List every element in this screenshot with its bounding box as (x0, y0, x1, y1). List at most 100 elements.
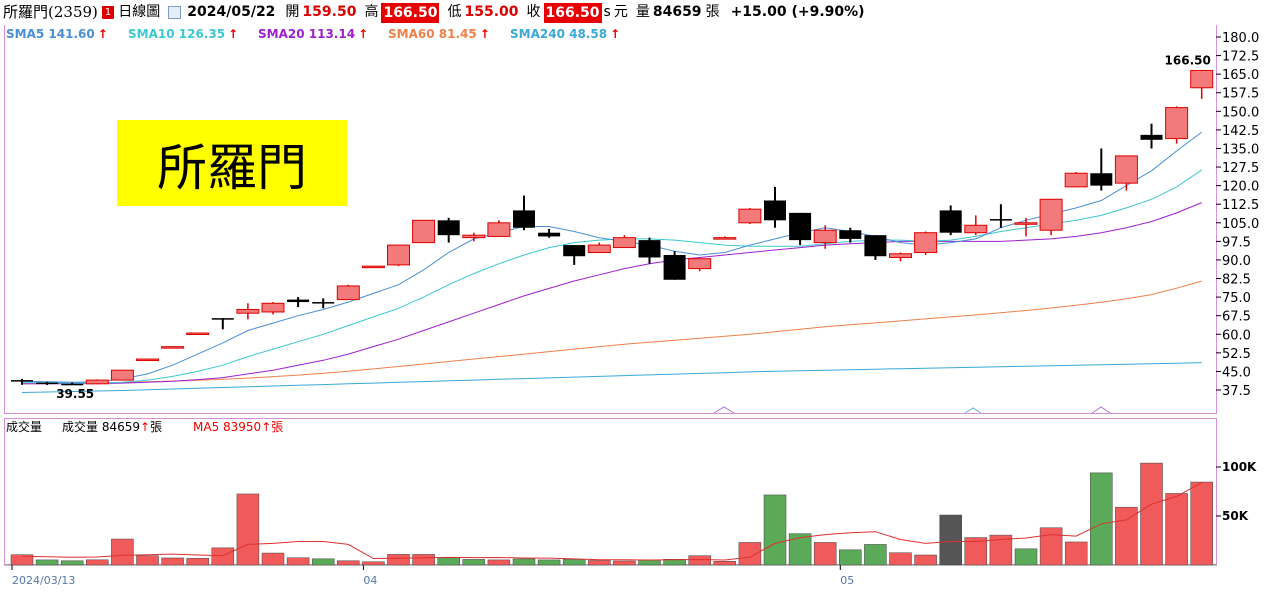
volume-bar (261, 552, 285, 566)
volume-bars (10, 462, 1213, 566)
checkbox-icon[interactable] (168, 6, 182, 19)
price-unit: 元 (613, 4, 628, 20)
arrow-up-icon: ↑ (98, 27, 108, 41)
candle-body (387, 244, 410, 266)
low-price-annotation: 39.55 (56, 387, 94, 401)
candle (738, 207, 762, 225)
volume-bar (211, 547, 235, 566)
volume-bar (111, 538, 134, 566)
marker-icon (713, 406, 735, 414)
candle-body (813, 229, 837, 244)
candle (813, 225, 837, 249)
arrow-up-icon: ↑ (358, 27, 368, 41)
volume-bar (638, 559, 661, 566)
candle-body (587, 244, 611, 254)
candle-body (889, 253, 912, 258)
price-tick-label: 142.5 (1222, 124, 1259, 139)
sma20-legend: SMA20 113.14 (258, 27, 355, 41)
volume-value: 84659 (652, 4, 702, 20)
period-badge[interactable]: 1 (101, 6, 115, 19)
sma60-line (21, 280, 1202, 385)
volume-bar (35, 559, 59, 566)
candle (839, 227, 862, 243)
candle (186, 332, 210, 336)
candle (1090, 148, 1113, 191)
stock-chart[interactable]: 180.0 172.5 165.0 157.5 150.0 142.5 135.0 127.5… (0, 25, 1280, 593)
high-price-annotation: 166.50 (1165, 53, 1211, 67)
volume-bar (763, 494, 787, 566)
sma60-legend: SMA60 81.45 (388, 27, 477, 41)
candle (688, 258, 712, 272)
arrow-up-icon: ↑ (480, 27, 490, 41)
arrow-up-icon: ↑ (261, 420, 271, 434)
period-label[interactable]: 日線圖 (118, 4, 161, 20)
candle-body (85, 379, 109, 385)
candle (964, 215, 988, 236)
close-value: 166.50 (543, 2, 602, 23)
volume-bar (914, 554, 937, 566)
candle (110, 369, 134, 381)
candle-body (161, 346, 185, 349)
volume-legend: 成交量 成交量 84659↑張 MA5 83950↑張 (6, 419, 283, 434)
candle-body (964, 224, 988, 234)
volume-bar (889, 552, 912, 566)
volume-bar (10, 554, 34, 566)
arrow-up-icon: ↑ (610, 27, 620, 41)
candle (11, 378, 33, 385)
price-panel-frame (4, 25, 1217, 414)
price-tick-label: 60.0 (1222, 328, 1251, 343)
candle-body (186, 332, 210, 336)
volume-bar (462, 559, 486, 566)
price-tick-label: 82.5 (1222, 273, 1251, 288)
price-tick-label: 180.0 (1222, 31, 1259, 46)
volume-bar (1115, 506, 1138, 566)
candle-body (462, 234, 486, 239)
candle (1165, 106, 1189, 144)
price-tick-label: 97.5 (1222, 235, 1251, 250)
high-value: 166.50 (381, 2, 440, 23)
price-tick-label: 37.5 (1222, 384, 1251, 399)
price-tick-label: 112.5 (1222, 198, 1259, 213)
candle (85, 379, 109, 385)
volume-bar (337, 560, 360, 566)
candle (914, 231, 938, 255)
candle-body (914, 232, 938, 254)
volume-bar (813, 542, 837, 566)
quote-header: 所羅門(2359) 1 日線圖 2024/05/22 開 159.50 高 166.50 低 15… (0, 0, 1280, 25)
candle (1190, 69, 1214, 99)
open-label: 開 (285, 4, 300, 20)
volume-bar (487, 559, 511, 566)
candle-body (412, 219, 436, 244)
candle-body (312, 302, 335, 304)
candle (437, 217, 460, 243)
candle-body (688, 258, 712, 270)
candle (236, 303, 260, 320)
price-tick-label: 67.5 (1222, 310, 1251, 325)
high-label: 高 (364, 4, 379, 20)
volume-unit: 張 (705, 4, 720, 20)
candle-body (1114, 155, 1138, 184)
candle (513, 195, 535, 231)
candle-body (336, 285, 360, 301)
quote-date: 2024/05/22 (187, 4, 276, 20)
candle-body (563, 245, 586, 257)
price-tick-label: 135.0 (1222, 142, 1259, 157)
volume-bar (839, 549, 862, 566)
candle-body (738, 208, 762, 224)
sma240-legend: SMA240 48.58 (510, 27, 607, 41)
volume-bar (286, 557, 310, 566)
candle-body (764, 200, 786, 221)
stock-name[interactable]: 所羅門(2359) (3, 3, 98, 21)
candle-body (287, 299, 310, 303)
candle-body (11, 380, 33, 382)
sma-legend: SMA5 141.60 ↑ SMA10 126.35 ↑ SMA20 113.14 ↑… (6, 27, 620, 41)
candle (361, 265, 385, 269)
candle (864, 235, 887, 260)
volume-panel-frame (4, 418, 1217, 565)
candle (36, 381, 59, 386)
volume-bar (60, 560, 84, 566)
price-tick-label: 172.5 (1222, 50, 1259, 65)
candle (136, 358, 159, 362)
candle-body (663, 254, 686, 280)
candle (663, 251, 686, 280)
